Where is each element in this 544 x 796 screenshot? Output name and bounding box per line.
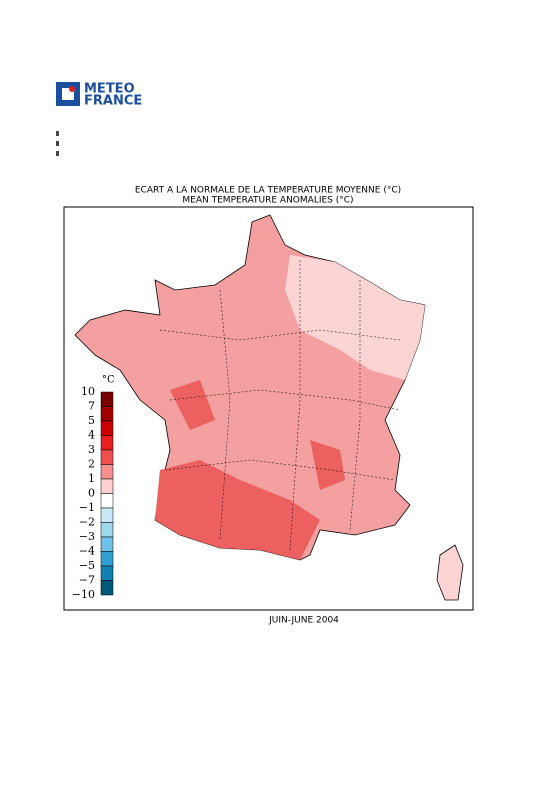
legend-swatch [100, 435, 114, 451]
warmer-area [170, 380, 215, 430]
legend-swatch [100, 493, 114, 509]
legend-label: −7 [79, 574, 95, 587]
legend-label: 4 [88, 429, 95, 442]
legend-label: 3 [88, 443, 95, 456]
legend-swatch [100, 449, 114, 465]
legend-swatch [100, 406, 114, 422]
department-borders [159, 260, 401, 551]
legend-label: 0 [88, 487, 95, 500]
legend-label: 2 [88, 458, 95, 471]
legend-swatch [100, 551, 114, 567]
legend-label: −1 [79, 501, 95, 514]
legend-label: 5 [88, 414, 95, 427]
legend-label: 10 [81, 385, 95, 398]
period: JUIN-JUNE 2004 [268, 616, 339, 626]
legend-swatch [100, 580, 114, 596]
legend-swatch [100, 420, 114, 436]
legend-swatch [100, 478, 114, 494]
map-subtitle: MEAN TEMPERATURE ANOMALIES (°C) [182, 196, 353, 206]
map [74, 214, 464, 601]
legend-label: −3 [79, 530, 95, 543]
legend-label: −2 [79, 516, 95, 529]
legend-swatch [100, 391, 114, 407]
legend-label: −4 [79, 545, 95, 558]
warmer-area [155, 460, 320, 560]
legend-swatch [100, 507, 114, 523]
legend-swatch [100, 464, 114, 480]
small-marks [56, 131, 59, 156]
logo-text: METEO [84, 82, 135, 97]
logo-text: FRANCE [84, 94, 142, 109]
map-title: ECART A LA NORMALE DE LA TEMPERATURE MOY… [135, 186, 401, 196]
legend-label: −10 [72, 588, 95, 601]
warmer-area [310, 440, 345, 490]
legend-label: 1 [88, 472, 95, 485]
legend-swatch [100, 536, 114, 552]
legend-swatch [100, 522, 114, 538]
logo-dot [69, 86, 75, 92]
legend-label: −5 [79, 559, 95, 572]
legend-label: 7 [88, 400, 95, 413]
legend-swatch [100, 565, 114, 581]
logo: METEO FRANCE [56, 82, 142, 109]
cooler-area [285, 255, 425, 380]
legend-unit: °C [102, 375, 115, 386]
corsica [436, 544, 464, 601]
map-frame [63, 206, 474, 611]
